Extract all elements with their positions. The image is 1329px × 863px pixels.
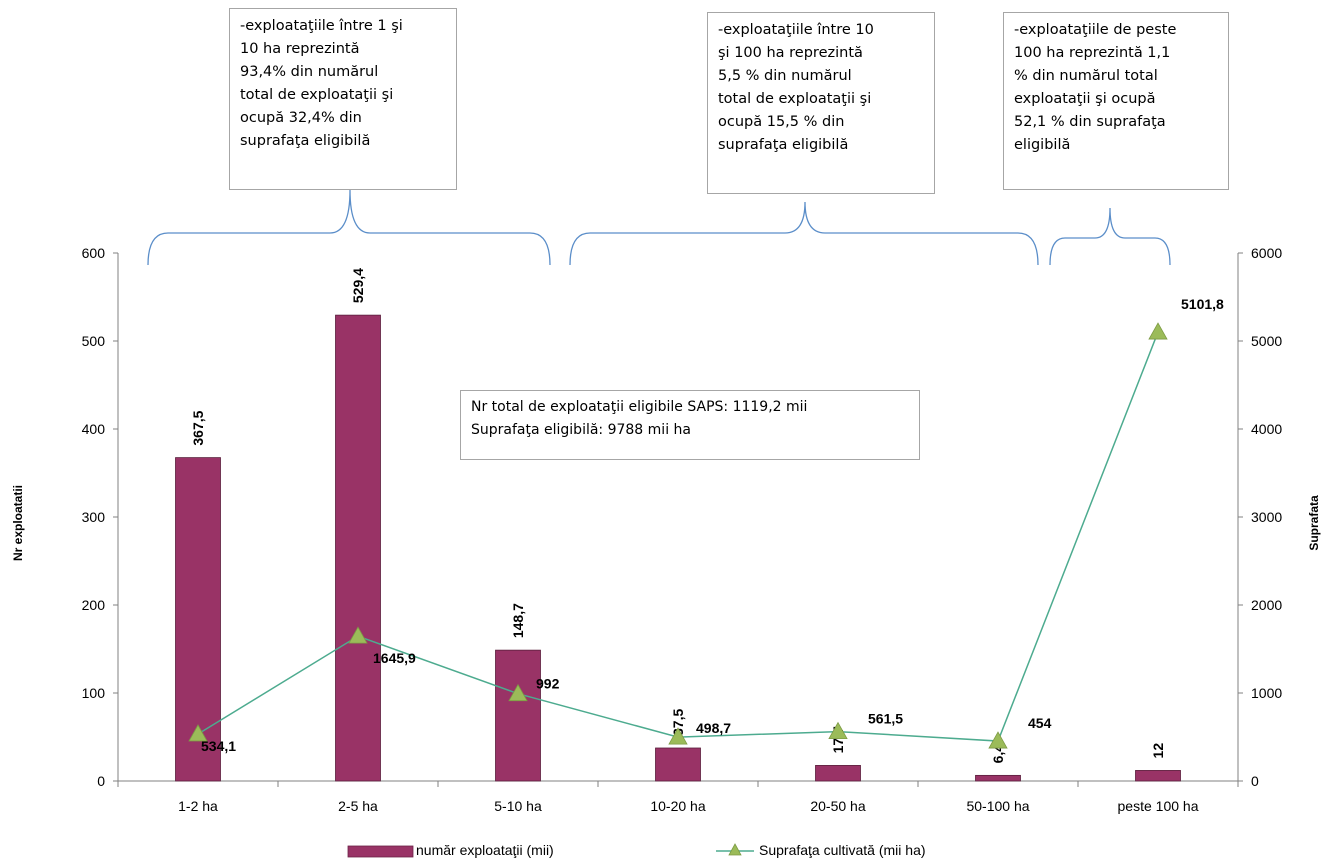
y2-tick-label: 6000	[1251, 245, 1282, 261]
summary-total-farms: Nr total de exploataţii eligibile SAPS: …	[471, 399, 808, 415]
bar-data-label: 37,5	[670, 709, 686, 736]
callout-box-2: -exploataţiile între 10 şi 100 ha reprez…	[707, 12, 935, 194]
line-point-marker	[828, 721, 848, 739]
callout-1-line: 93,4% din numărul	[240, 64, 379, 80]
bar-data-label: 12	[1150, 743, 1166, 759]
callout-3-line: exploataţii şi ocupă	[1014, 91, 1156, 107]
x-tick-label: 2-5 ha	[338, 798, 378, 814]
summary-eligible-area: Suprafaţa eligibilă: 9788 mii ha	[471, 422, 691, 438]
callout-2-line: şi 100 ha reprezintă	[718, 45, 863, 61]
callout-3-line: -exploataţiile de peste	[1014, 22, 1177, 38]
line-data-label: 498,7	[696, 720, 731, 736]
y-tick-label: 0	[97, 773, 105, 789]
y2-tick-label: 0	[1251, 773, 1259, 789]
bars	[175, 314, 1181, 782]
legend-line-marker	[728, 843, 742, 856]
bar-data-label: 6,4	[990, 744, 1006, 764]
line-point-marker	[508, 683, 528, 702]
line-data-label: 561,5	[868, 711, 903, 727]
y2-tick-label: 5000	[1251, 333, 1282, 349]
y2-tick-label: 3000	[1251, 509, 1282, 525]
y2-axis-label: Suprafata	[1307, 495, 1321, 551]
summary-box: Nr total de exploataţii eligibile SAPS: …	[460, 390, 920, 460]
line-point-marker	[1148, 322, 1168, 340]
y2-tick-label: 4000	[1251, 421, 1282, 437]
line-data-label: 1645,9	[373, 650, 416, 666]
brace-2	[569, 201, 1039, 266]
bar	[1135, 770, 1181, 782]
bar	[655, 747, 701, 782]
x-tick-label: peste 100 ha	[1118, 798, 1199, 814]
brace-1	[147, 189, 551, 266]
callout-1-line: total de exploataţii şi	[240, 87, 394, 103]
bar-data-label: 367,5	[190, 410, 206, 445]
bar	[495, 649, 541, 782]
callout-2-line: ocupă 15,5 % din	[718, 114, 845, 130]
callout-2-line: suprafaţa eligibilă	[718, 137, 849, 153]
x-tick-label: 20-50 ha	[810, 798, 865, 814]
x-tick-label: 10-20 ha	[650, 798, 705, 814]
line-data-label: 992	[536, 676, 560, 692]
callout-1-line: ocupă 32,4% din	[240, 110, 362, 126]
line-data-label: 454	[1028, 715, 1052, 731]
x-tick-label: 50-100 ha	[966, 798, 1029, 814]
y-tick-label: 200	[82, 597, 106, 613]
callout-1-line: 10 ha reprezintă	[240, 41, 360, 57]
bar	[335, 314, 381, 782]
y2-tick-label: 2000	[1251, 597, 1282, 613]
line-point-marker	[348, 626, 368, 644]
y-tick-label: 300	[82, 509, 106, 525]
callout-3-line: eligibilă	[1014, 137, 1071, 153]
line-labels: 534,1 1645,9 992 498,7 561,5 454 5101,8	[201, 296, 1224, 754]
line-point-marker	[188, 724, 208, 742]
bar	[975, 774, 1021, 782]
bar-data-label: 148,7	[510, 603, 526, 638]
legend-line-label: Suprafaţa cultivată (mii ha)	[759, 842, 926, 858]
line-point-marker	[668, 727, 688, 745]
legend-bar-label: număr exploataţii (mii)	[416, 842, 554, 858]
callout-box-1: -exploataţiile între 1 şi 10 ha reprezin…	[229, 8, 457, 190]
line-series	[188, 322, 1168, 749]
callout-2-line: -exploataţiile între 10	[718, 22, 874, 38]
callout-3-line: 100 ha reprezintă 1,1	[1014, 45, 1171, 61]
callout-box-3: -exploataţiile de peste 100 ha reprezint…	[1003, 12, 1229, 190]
callout-2-line: total de exploataţii şi	[718, 91, 872, 107]
y-axis-label: Nr exploatatii	[11, 485, 25, 561]
x-tick-label: 1-2 ha	[178, 798, 218, 814]
callout-1-line: -exploataţiile între 1 şi	[240, 18, 403, 34]
callout-3-line: % din numărul total	[1014, 68, 1158, 84]
brace-3	[1049, 207, 1171, 266]
line-data-label: 5101,8	[1181, 296, 1224, 312]
y-tick-label: 400	[82, 421, 106, 437]
y2-tick-label: 1000	[1251, 685, 1282, 701]
bar-data-label: 529,4	[350, 268, 366, 303]
y-tick-label: 500	[82, 333, 106, 349]
callout-2-line: 5,5 % din numărul	[718, 68, 852, 84]
callout-3-line: 52,1 % din suprafaţa	[1014, 114, 1166, 130]
legend-bar-swatch	[347, 845, 414, 858]
bar	[815, 765, 861, 782]
brace-group	[147, 189, 1171, 266]
callout-1-line: suprafaţa eligibilă	[240, 133, 371, 149]
line-point-marker	[988, 731, 1008, 749]
y-tick-label: 100	[82, 685, 106, 701]
axes: 0100200300400500600010002000300040005000…	[82, 245, 1283, 814]
y-tick-label: 600	[82, 245, 106, 261]
line-data-label: 534,1	[201, 738, 236, 754]
x-tick-label: 5-10 ha	[494, 798, 542, 814]
